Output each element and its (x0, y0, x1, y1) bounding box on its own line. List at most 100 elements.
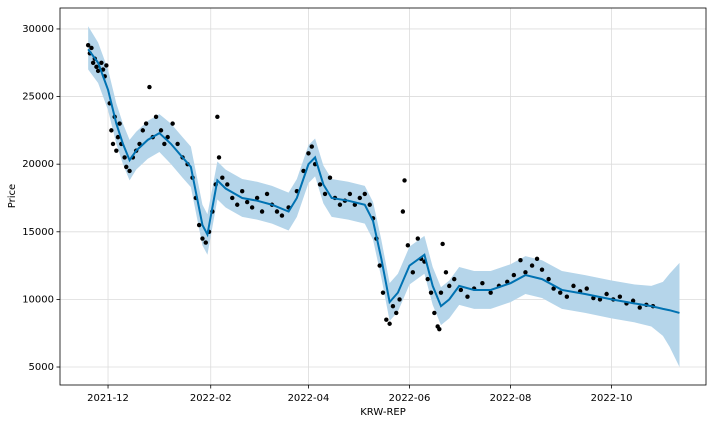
observation-point (637, 305, 642, 310)
observation-point (109, 128, 114, 133)
observation-point (529, 263, 535, 268)
observation-point (443, 270, 449, 275)
observation-point (518, 257, 523, 263)
observation-point (309, 144, 314, 149)
observation-point (259, 209, 265, 214)
observation-point (415, 236, 420, 241)
observation-point (254, 195, 260, 201)
observation-point (117, 121, 122, 126)
observation-point (405, 243, 411, 248)
observation-point (425, 276, 430, 282)
observation-point (244, 199, 250, 205)
observation-point (322, 191, 328, 197)
observation-point (140, 128, 146, 133)
observation-point (630, 298, 636, 303)
y-tick-label: 30000 (22, 24, 54, 35)
x-axis-label: KRW-REP (360, 407, 406, 418)
observation-point (85, 42, 91, 48)
observation-point (196, 222, 202, 228)
observation-point (394, 310, 399, 316)
observation-point (488, 290, 493, 295)
observation-point (124, 164, 129, 170)
observation-point (89, 45, 94, 51)
observation-point (571, 283, 576, 289)
observation-point (380, 290, 386, 295)
observation-point (523, 270, 528, 275)
observation-point (390, 303, 396, 309)
observation-point (90, 60, 96, 65)
observation-point (327, 175, 333, 180)
observation-point (104, 63, 109, 68)
observation-point (440, 241, 445, 247)
observation-point (162, 141, 167, 147)
observation-point (591, 295, 596, 301)
y-tick-label: 25000 (22, 92, 54, 103)
observation-point (274, 209, 280, 214)
observation-point (235, 202, 240, 207)
observation-point (402, 178, 407, 183)
x-tick-label: 2022-04 (288, 393, 330, 404)
observation-point (216, 155, 222, 160)
observation-point (458, 287, 464, 293)
observation-point (428, 290, 434, 295)
observation-point (215, 114, 220, 120)
observation-point (511, 272, 517, 278)
observation-point (564, 294, 570, 299)
observation-point (410, 270, 416, 275)
y-tick-label: 15000 (22, 227, 54, 238)
y-tick-label: 10000 (22, 294, 54, 305)
observation-point (230, 195, 235, 201)
observation-point (203, 240, 208, 245)
y-axis-label: Price (7, 184, 18, 208)
plot-area (60, 8, 706, 385)
x-tick-label: 2022-10 (591, 393, 633, 404)
observation-point (387, 321, 392, 326)
observation-point (452, 276, 457, 282)
observation-point (158, 128, 164, 133)
observation-point (279, 213, 285, 218)
observation-point (137, 141, 142, 147)
observation-point (438, 290, 444, 295)
observation-point (465, 294, 470, 299)
observation-point (337, 202, 343, 207)
observation-point (240, 189, 245, 194)
observation-point (147, 84, 152, 90)
forecast-line (87, 48, 680, 314)
observation-point (122, 155, 127, 160)
observation-point (249, 205, 255, 210)
axes-frame (59, 7, 707, 386)
observation-point (377, 263, 382, 268)
observation-point (225, 182, 230, 187)
observation-point (367, 202, 372, 207)
observation-point (432, 310, 437, 316)
x-tick-label: 2022-06 (389, 393, 431, 404)
observation-point (94, 64, 99, 70)
y-tick-label: 5000 (29, 362, 54, 373)
x-tick-label: 2022-08 (490, 393, 532, 404)
observation-point (558, 290, 563, 295)
observation-point (447, 283, 452, 289)
observation-point (437, 326, 442, 332)
observation-point (153, 114, 159, 120)
y-tick-label: 20000 (22, 159, 54, 170)
observation-point (400, 209, 406, 214)
observation-point (352, 202, 358, 207)
observation-point (143, 121, 149, 126)
observation-point (301, 168, 306, 174)
observation-point (264, 191, 270, 197)
observation-point (597, 297, 603, 302)
observation-point (539, 267, 545, 272)
observation-point (546, 276, 551, 282)
x-tick-label: 2021-12 (87, 393, 129, 404)
observation-point (384, 317, 389, 322)
observation-point (551, 286, 556, 291)
observation-point (357, 195, 363, 201)
observation-point (114, 148, 119, 153)
observation-point (347, 191, 353, 197)
observation-point (165, 134, 170, 140)
observation-point (220, 175, 225, 180)
observation-point (584, 286, 589, 291)
observation-point (617, 294, 623, 299)
x-tick-label: 2022-02 (190, 393, 232, 404)
